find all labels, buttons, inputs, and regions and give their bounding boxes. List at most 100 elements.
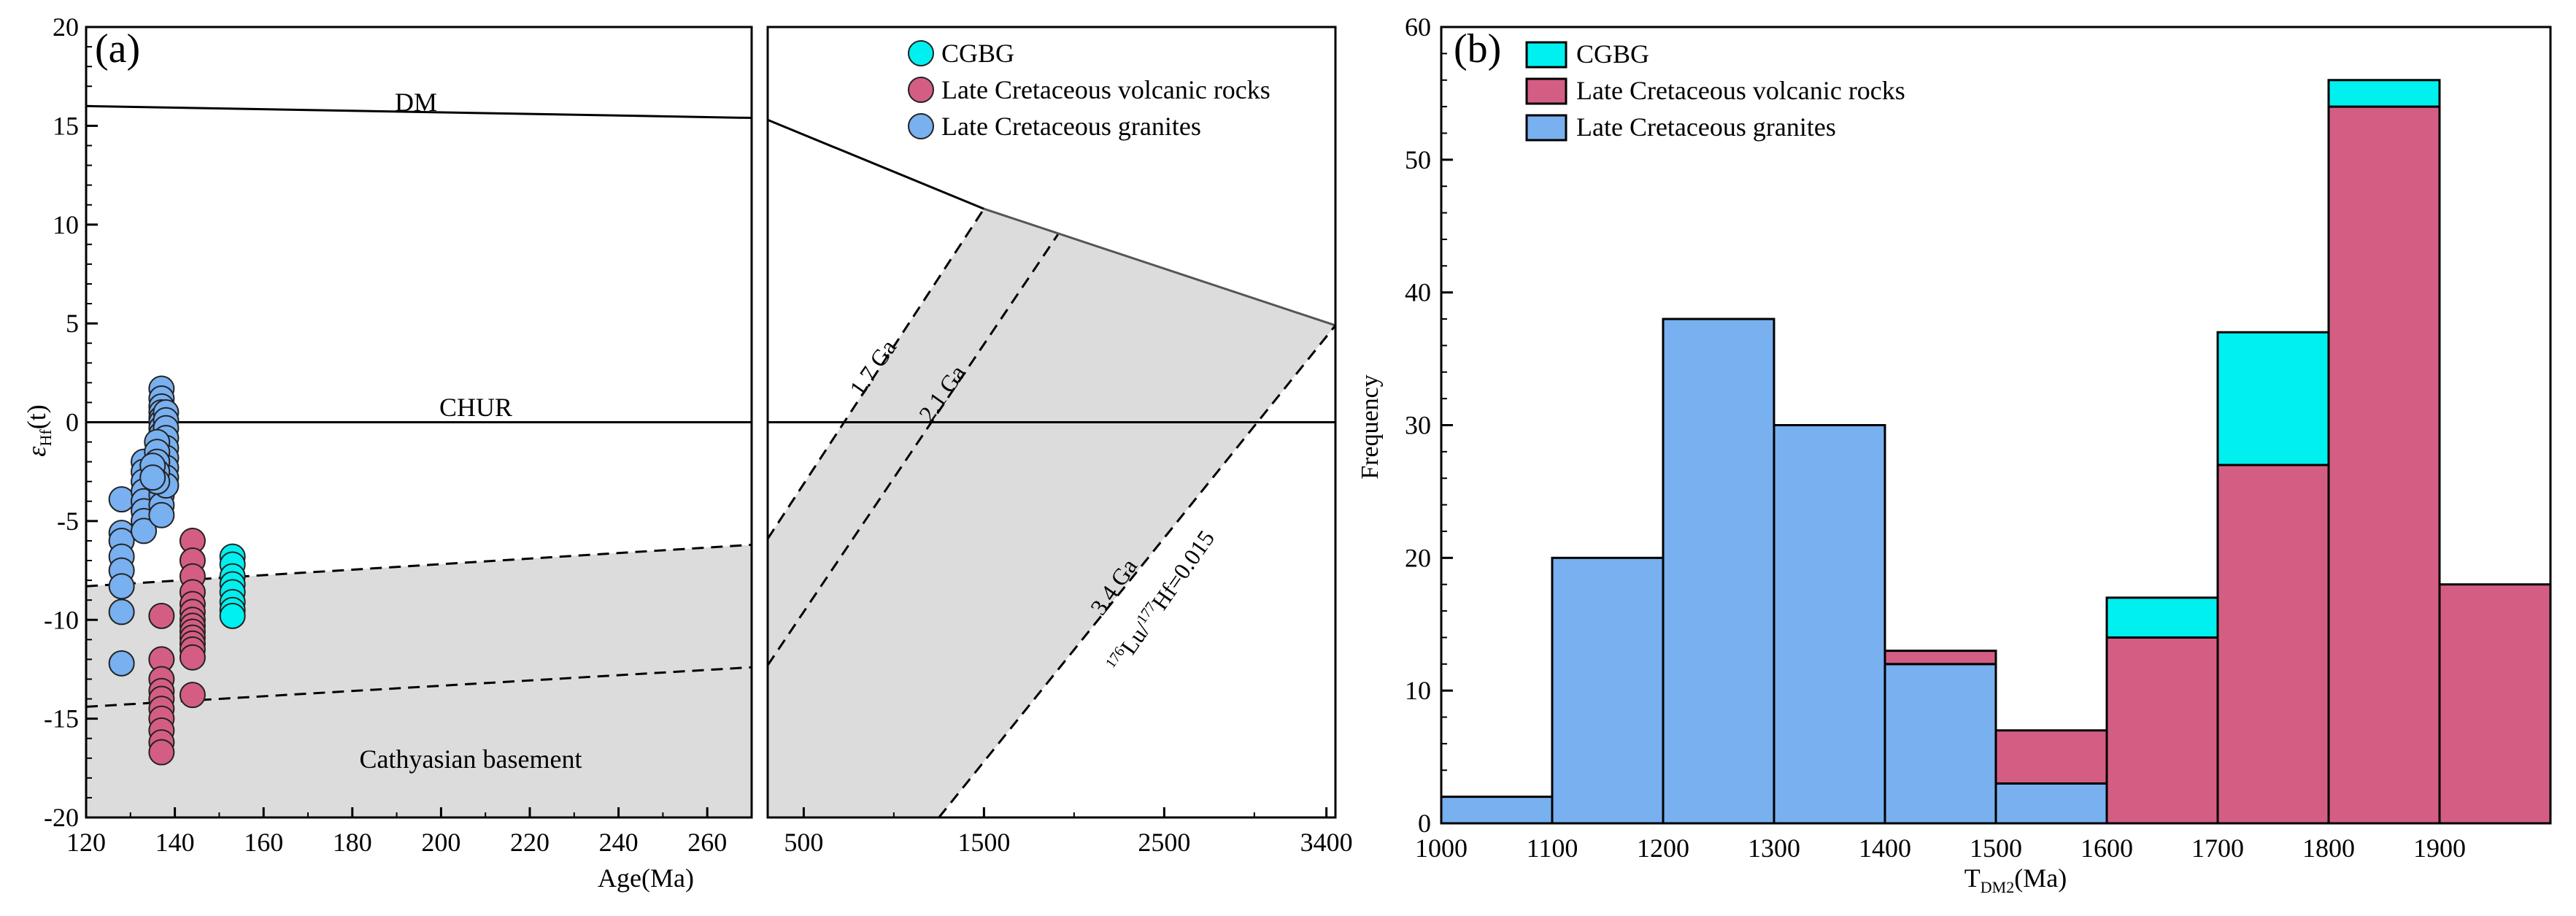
panel-a-left: 120 140 160 180 200 220 240 260 20 15 10 5 0 -5 -10 -15… (22, 12, 753, 893)
point-late-cretaceous-volcanic-rocks (148, 602, 175, 629)
x-tick-label-b: 1900 (2413, 834, 2466, 863)
chur-label: CHUR (439, 393, 512, 422)
legend-marker-late-cretaceous-granites (908, 113, 934, 139)
legend-swatch-late-cretaceous-volcanic-rocks (1525, 77, 1567, 105)
3-4-ga-line (938, 324, 1337, 818)
x-tick-label-right: 2500 (1138, 828, 1190, 857)
2-1-ga-line (766, 234, 1059, 666)
x-tick-label-b: 1100 (1527, 834, 1578, 863)
legend-label-cgbg: CGBG (1576, 39, 1649, 69)
panel-label-a: (a) (95, 26, 140, 72)
reference-lines (85, 104, 752, 423)
y-tick-label-a: 20 (53, 12, 79, 42)
evolution-lines (766, 118, 1337, 818)
panel-b: 1000 1100 1200 1300 1400 1500 1600 1700 1800 1900… (1357, 12, 2552, 896)
bar-late-cretaceous-volcanic-rocks (1994, 729, 2108, 785)
legend-marker-cgbg (908, 40, 934, 66)
legend-label-late-cretaceous-volcanic-rocks: Late Cretaceous volcanic rocks (1576, 76, 1905, 105)
y-tick-label-a: 10 (53, 210, 79, 239)
bar-late-cretaceous-granites (1440, 796, 1554, 825)
legend-label-cgbg: CGBG (941, 39, 1014, 68)
basement-label: Cathyasian basement (360, 744, 582, 774)
bar-late-cretaceous-volcanic-rocks (2327, 105, 2441, 825)
point-late-cretaceous-granites (108, 573, 135, 600)
y-tick-label-b: 50 (1405, 145, 1431, 174)
x-tick-label-a: 140 (155, 828, 195, 857)
y-tick-label-a: -20 (44, 803, 79, 832)
x-tick-label-b: 1700 (2191, 834, 2244, 863)
point-late-cretaceous-volcanic-rocks (179, 644, 206, 671)
point-cgbg (219, 602, 246, 629)
bar-late-cretaceous-volcanic-rocks (2216, 463, 2330, 825)
legend-label-late-cretaceous-volcanic-rocks: Late Cretaceous volcanic rocks (941, 75, 1270, 104)
bar-late-cretaceous-volcanic-rocks (1883, 650, 1997, 666)
svg-text:εHf(t): εHf(t) (22, 404, 55, 456)
point-late-cretaceous-granites (108, 650, 135, 677)
x-tick-label-right: 1500 (957, 828, 1010, 857)
x-tick-label-b: 1000 (1415, 834, 1468, 863)
axes: 120 140 160 180 200 220 240 260 20 15 10 5 0 -5 -10 -15… (44, 12, 753, 857)
x-tick-label-b: 1500 (1970, 834, 2022, 863)
bar-cgbg (2327, 79, 2441, 108)
y-tick-label-a: 5 (66, 309, 79, 338)
basement-fill (86, 544, 752, 817)
y-axis-label-b: Frequency (1357, 374, 1384, 480)
legend-label-late-cretaceous-granites: Late Cretaceous granites (941, 112, 1201, 141)
x-tick-label-a: 220 (510, 828, 549, 857)
bar-late-cretaceous-volcanic-rocks (2105, 636, 2219, 825)
x-tick-label-b: 1800 (2302, 834, 2355, 863)
legend-b: CGBG Late Cretaceous volcanic rocks Late C… (1525, 39, 1905, 142)
x-tick-label-right: 500 (784, 828, 823, 857)
x-axis-label-b: TDM2(Ma) (1964, 863, 2067, 896)
y-tick-label-a: 15 (53, 111, 79, 140)
bar-late-cretaceous-granites (1662, 317, 1775, 825)
bar-cgbg (2105, 596, 2219, 639)
dm-label: DM (395, 88, 437, 117)
y-tick-label-a: 0 (66, 408, 79, 437)
legend-swatch-late-cretaceous-granites (1525, 114, 1567, 142)
point-late-cretaceous-volcanic-rocks (148, 739, 175, 766)
bar-late-cretaceous-granites (1773, 424, 1886, 825)
point-late-cretaceous-granites (108, 599, 135, 626)
bar-cgbg (2216, 331, 2330, 466)
x-tick-label-a: 240 (599, 828, 639, 857)
basement-upper-line (85, 543, 752, 588)
bar-late-cretaceous-granites (1883, 663, 1997, 825)
point-late-cretaceous-granites (108, 486, 135, 513)
y-axis-label-a: εHf(t) (22, 404, 55, 456)
y-tick-label-b: 10 (1405, 676, 1431, 705)
axes-b: 1000 1100 1200 1300 1400 1500 1600 1700 1800 1900… (1405, 12, 2552, 863)
x-tick-label-a: 180 (333, 828, 372, 857)
y-tick-label-a: -10 (44, 605, 79, 634)
panel-a-right: 500 1500 2500 3400 CGBG Late Cretaceous volc… (766, 26, 1353, 857)
y-tick-label-b: 40 (1405, 278, 1431, 307)
x-tick-label-right: 3400 (1300, 828, 1353, 857)
legend-a: CGBG Late Cretaceous volcanic rocks Late C… (908, 39, 1270, 141)
legend-swatch-cgbg (1525, 41, 1567, 69)
svg-text:Frequency: Frequency (1357, 374, 1384, 480)
y-tick-label-b: 0 (1418, 809, 1431, 838)
y-tick-label-a: -5 (57, 507, 79, 536)
bar-late-cretaceous-granites (1551, 556, 1665, 825)
plot-frame-right (766, 26, 1337, 819)
x-tick-label-b: 1400 (1859, 834, 1911, 863)
y-tick-label-a: -15 (44, 704, 79, 734)
model-age-fill (768, 209, 1335, 818)
y-tick-label-b: 60 (1405, 12, 1431, 42)
legend-label-late-cretaceous-granites: Late Cretaceous granites (1576, 112, 1836, 142)
point-late-cretaceous-granites (131, 517, 158, 544)
dm-line (85, 104, 752, 120)
legend-marker-late-cretaceous-volcanic-rocks (908, 77, 934, 103)
x-tick-label-b: 1300 (1748, 834, 1800, 863)
model-age-field (768, 209, 1335, 818)
x-tick-label-a: 120 (66, 828, 106, 857)
1-7-ga-line (766, 208, 985, 540)
point-late-cretaceous-granites (139, 464, 166, 491)
basement-lower-line (85, 666, 752, 708)
x-tick-label-a: 200 (421, 828, 460, 857)
panel-label-b: (b) (1454, 26, 1501, 72)
y-tick-label-b: 30 (1405, 411, 1431, 440)
dm-line (983, 207, 1336, 327)
dm-line (767, 118, 984, 210)
